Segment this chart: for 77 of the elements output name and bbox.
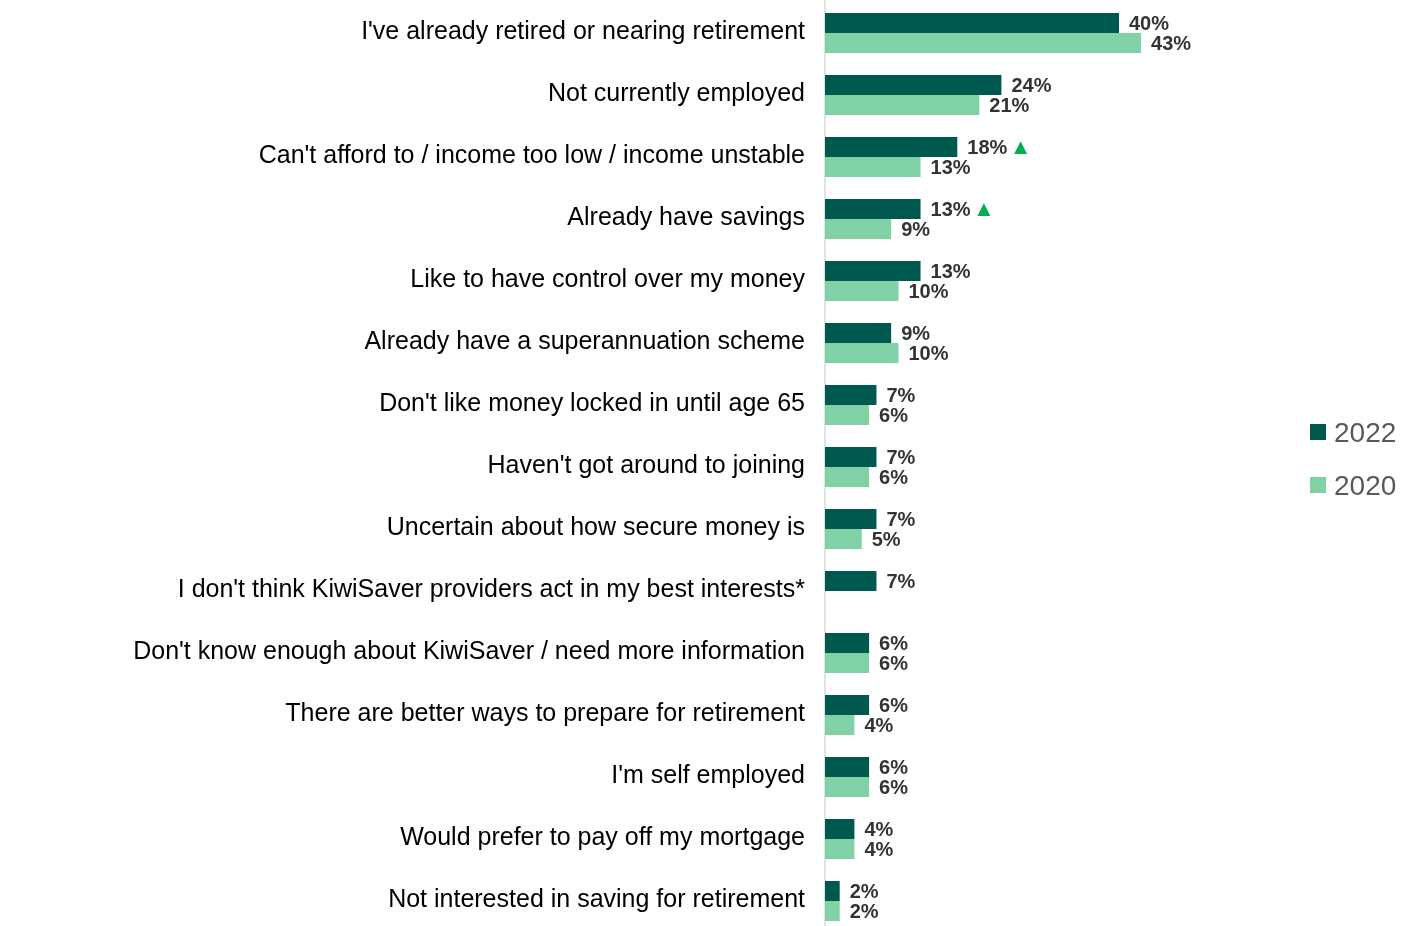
bar (825, 157, 921, 177)
data-label: 6% (879, 466, 909, 488)
data-label: 4% (864, 838, 894, 860)
data-label: 6% (879, 776, 909, 798)
bar (825, 819, 855, 839)
legend-label: 2020 (1334, 470, 1397, 501)
bar (825, 715, 855, 735)
bar (825, 323, 892, 343)
data-label: 10% (908, 342, 949, 364)
data-label: 4% (864, 714, 894, 736)
y-tick-label: I don't think KiwiSaver providers act in my best interests* (177, 574, 806, 602)
data-label: 9% (901, 218, 931, 240)
y-tick-label: Don't like money locked in until age 65 (379, 388, 805, 416)
data-label: 9% (901, 322, 931, 344)
bar (825, 13, 1119, 33)
legend-label: 2022 (1334, 417, 1397, 448)
y-tick-label: Like to have control over my money (410, 264, 806, 292)
data-label: 6% (879, 632, 909, 654)
data-label: 40% (1129, 12, 1170, 34)
data-label: 6% (879, 756, 909, 778)
bar (825, 509, 877, 529)
y-tick-label: There are better ways to prepare for retirement (285, 698, 806, 726)
y-tick-label: I'm self employed (611, 760, 805, 788)
y-tick-label: Would prefer to pay off my mortgage (400, 822, 805, 850)
bar (825, 653, 870, 673)
bar (825, 261, 921, 281)
bar (825, 901, 840, 921)
data-label: 7% (886, 570, 916, 592)
bar (825, 75, 1002, 95)
data-label: 7% (886, 508, 916, 530)
data-label: 6% (879, 404, 909, 426)
data-label: 5% (871, 528, 901, 550)
data-label: 2% (849, 880, 879, 902)
y-tick-label: Can't afford to / income too low / income unstable (258, 140, 805, 168)
bar (825, 839, 855, 859)
bar (825, 633, 870, 653)
bar (825, 137, 958, 157)
data-label: 21% (989, 94, 1030, 116)
bar (825, 529, 862, 549)
data-label: 10% (908, 280, 949, 302)
bar (825, 695, 870, 715)
bar (825, 757, 870, 777)
bar (825, 405, 870, 425)
bar (825, 343, 899, 363)
data-label: 2% (849, 900, 879, 922)
data-label: 43% (1151, 32, 1192, 54)
data-label: 6% (879, 694, 909, 716)
bar (825, 95, 980, 115)
data-label: 13% (930, 198, 971, 220)
bar (825, 881, 840, 901)
data-label: 4% (864, 818, 894, 840)
y-tick-label: Already have a superannuation scheme (364, 326, 805, 354)
bar (825, 199, 921, 219)
data-label: 13% (930, 156, 971, 178)
data-label: 18% (967, 136, 1008, 158)
y-tick-label: Not currently employed (547, 78, 805, 106)
bar (825, 447, 877, 467)
bar (825, 33, 1142, 53)
bar (825, 385, 877, 405)
data-label: 7% (886, 446, 916, 468)
y-tick-label: I've already retired or nearing retirement (361, 16, 806, 44)
up-triangle-icon: ▲ (1009, 134, 1032, 159)
up-triangle-icon: ▲ (973, 196, 995, 221)
y-tick-label: Haven't got around to joining (487, 450, 805, 478)
bar (825, 281, 899, 301)
y-tick-label: Not interested in saving for retirement (388, 884, 806, 912)
bar (825, 777, 870, 797)
y-tick-label: Uncertain about how secure money is (386, 512, 805, 540)
data-label: 13% (930, 260, 971, 282)
bar (825, 219, 892, 239)
bar (825, 571, 877, 591)
data-label: 6% (879, 652, 909, 674)
y-tick-label: Already have savings (567, 202, 805, 230)
data-label: 24% (1011, 74, 1052, 96)
y-tick-label: Don't know enough about KiwiSaver / need more information (133, 636, 805, 664)
bar (825, 467, 870, 487)
data-label: 7% (886, 384, 916, 406)
